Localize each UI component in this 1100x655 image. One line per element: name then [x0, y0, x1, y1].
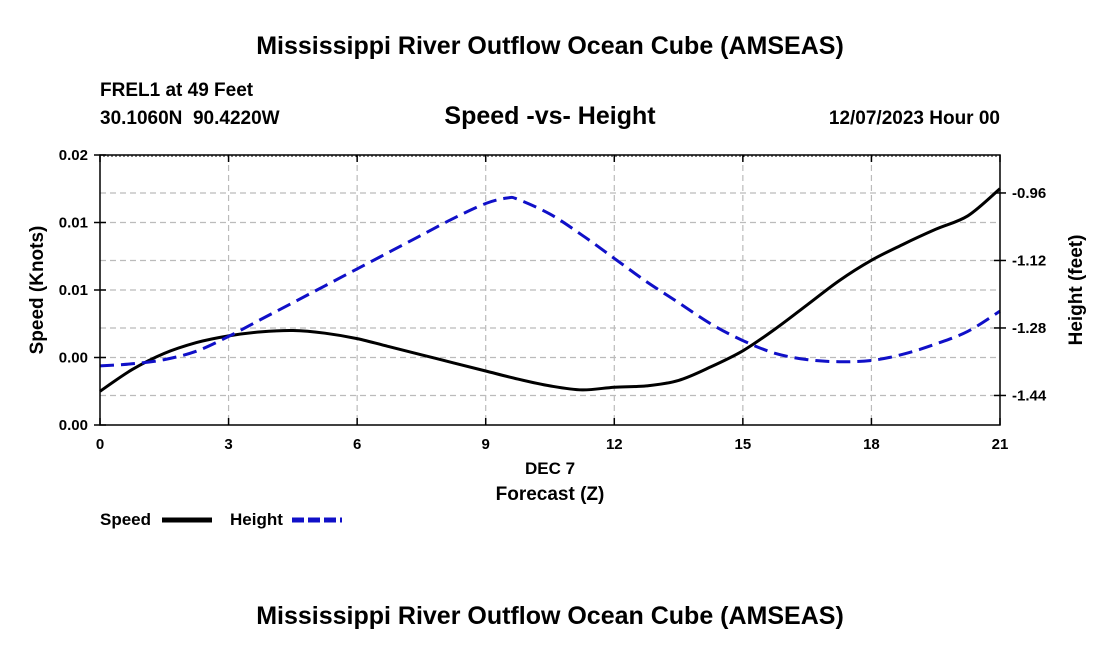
y-left-tick-label: 0.00: [59, 417, 88, 434]
y-right-tick-label: -0.96: [1012, 185, 1046, 202]
coords-label: 30.1060N 90.4220W: [100, 108, 280, 129]
chart-subtitle: Speed -vs- Height: [444, 102, 656, 130]
grid-lines: [99, 155, 1001, 425]
x-tick-label: 15: [735, 436, 752, 453]
y-left-tick-label: 0.00: [59, 350, 88, 367]
x-tick-label: 18: [863, 436, 880, 453]
legend: Speed Height: [100, 510, 342, 529]
series-line-height: [99, 195, 1001, 368]
x-axis-date: DEC 7: [525, 459, 575, 478]
series-lines: [99, 187, 1001, 393]
y-left-tick-label: 0.02: [59, 147, 88, 164]
x-axis-label: Forecast (Z): [496, 484, 605, 505]
y-right-axis-ticks: -0.96 -1.12 -1.28 -1.44: [994, 185, 1047, 404]
page-title-top: Mississippi River Outflow Ocean Cube (AM…: [256, 32, 844, 60]
legend-speed-label: Speed: [100, 510, 151, 529]
y-right-tick-label: -1.12: [1012, 252, 1046, 269]
page-title-bottom: Mississippi River Outflow Ocean Cube (AM…: [256, 602, 844, 630]
y-right-tick-label: -1.28: [1012, 320, 1046, 337]
y-left-axis-ticks: 0.00 0.00 0.01 0.01 0.02: [59, 147, 106, 434]
series-line-speed: [99, 187, 1001, 393]
x-tick-label: 3: [224, 436, 232, 453]
x-tick-label: 6: [353, 436, 361, 453]
x-axis-ticks: 0 3 6 9 12 15 18 21: [96, 155, 1009, 453]
x-tick-label: 12: [606, 436, 623, 453]
y-left-tick-label: 0.01: [59, 215, 88, 232]
x-tick-label: 21: [992, 436, 1009, 453]
y-right-axis-label: Height (feet): [1066, 235, 1087, 346]
station-label: FREL1 at 49 Feet: [100, 80, 254, 101]
legend-height-label: Height: [230, 510, 283, 529]
x-tick-label: 9: [482, 436, 490, 453]
y-right-tick-label: -1.44: [1012, 387, 1047, 404]
y-left-axis-label: Speed (Knots): [27, 226, 48, 355]
x-tick-label: 0: [96, 436, 104, 453]
datetime-label: 12/07/2023 Hour 00: [829, 108, 1000, 129]
y-left-tick-label: 0.01: [59, 282, 88, 299]
